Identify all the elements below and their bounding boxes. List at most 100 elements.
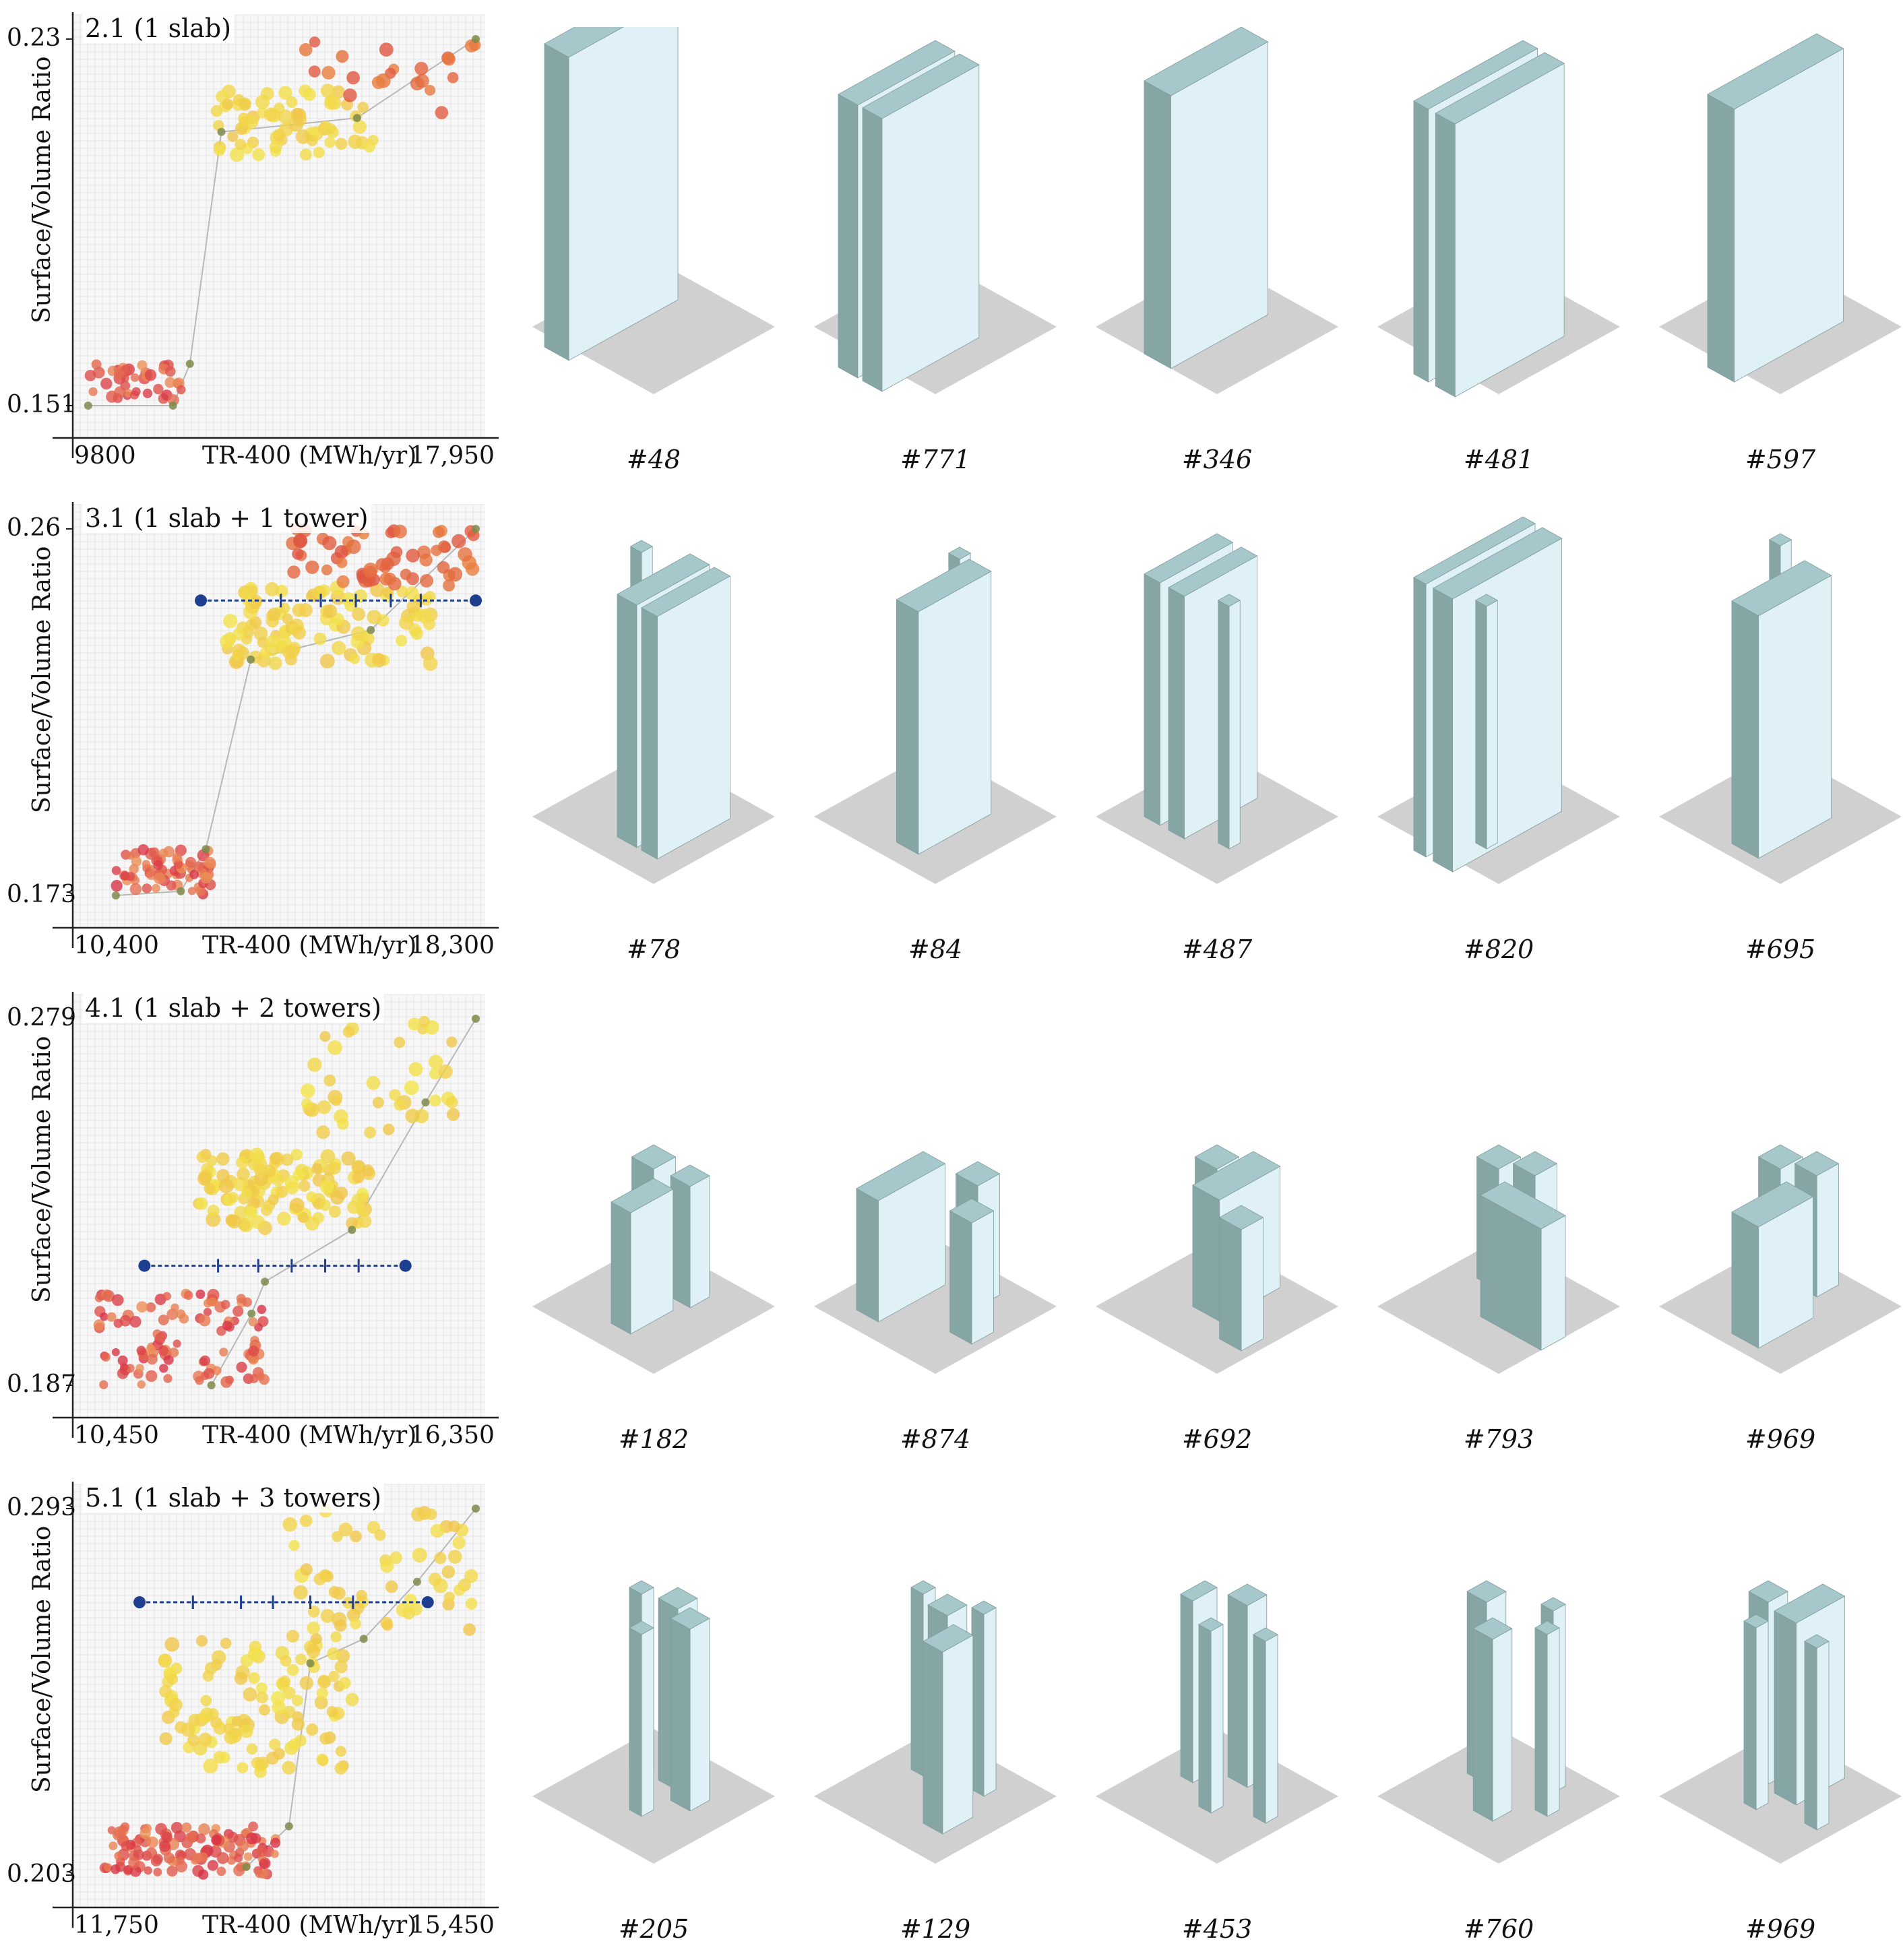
data-point [423, 617, 436, 631]
data-point [406, 548, 420, 563]
data-point [100, 1313, 108, 1321]
data-point [350, 1601, 365, 1615]
data-point [310, 1633, 322, 1645]
data-point [114, 386, 126, 398]
building-face-right [881, 64, 980, 392]
data-point [307, 1057, 322, 1072]
data-point [287, 565, 301, 579]
data-point [327, 1040, 342, 1055]
scatter-chart: 2.1 (1 slab) Surface/Volume Ratio 0.23 0.15… [0, 0, 526, 490]
pareto-point [472, 1505, 480, 1513]
data-point [346, 71, 360, 85]
data-point [289, 1197, 305, 1213]
data-point [208, 1297, 218, 1306]
data-point [327, 1647, 340, 1661]
building-face-right [1241, 1217, 1264, 1352]
data-point [223, 614, 238, 629]
data-point [319, 1732, 332, 1745]
data-point [319, 1199, 331, 1211]
data-point [100, 377, 113, 390]
data-point [257, 637, 269, 648]
data-point [198, 1314, 211, 1327]
data-point [358, 1214, 372, 1228]
data-point [152, 1854, 163, 1864]
data-point [176, 1856, 185, 1865]
data-point [108, 1841, 118, 1851]
data-point [269, 1152, 282, 1165]
data-point [284, 1741, 299, 1755]
building-face-right [1171, 41, 1269, 369]
figure-row: 4.1 (1 slab + 2 towers) Surface/Volume Ra… [0, 980, 1903, 1469]
data-point [330, 1095, 342, 1106]
x-axis-label: TR-400 (MWh/yr) [202, 1911, 417, 1939]
data-point [389, 1089, 401, 1101]
building-roof [856, 1151, 946, 1201]
data-point [357, 102, 369, 113]
data-point [106, 1312, 117, 1322]
building-face-left [641, 607, 658, 860]
data-point [447, 567, 463, 582]
data-point [345, 1693, 359, 1707]
data-point [232, 1306, 244, 1317]
data-point [204, 1662, 218, 1675]
y-tick-label: 0.173 [7, 881, 77, 908]
pareto-point [472, 1015, 480, 1023]
point-cluster [99, 1821, 281, 1880]
data-point [137, 844, 149, 856]
data-point [350, 626, 366, 641]
data-point [158, 1315, 169, 1325]
data-point [249, 616, 262, 629]
data-point [299, 43, 313, 57]
data-point [443, 579, 456, 592]
data-point [168, 1348, 179, 1358]
data-point [185, 856, 196, 868]
data-point [334, 545, 349, 559]
data-point [281, 1153, 294, 1166]
building-face-right [1547, 1627, 1560, 1817]
data-point [163, 1354, 174, 1365]
data-point [458, 547, 472, 562]
building-roof [1474, 594, 1499, 607]
data-point [350, 1618, 361, 1630]
data-point [227, 1214, 241, 1229]
building-model: #771 [801, 0, 1070, 490]
pareto-point [472, 525, 480, 533]
data-point [370, 583, 385, 598]
data-point [293, 1585, 308, 1600]
building-face-left [1731, 1211, 1759, 1349]
data-point [393, 524, 407, 538]
data-point [268, 656, 282, 670]
data-point [330, 1631, 342, 1643]
range-bar [195, 594, 482, 608]
data-point [229, 147, 245, 162]
building-face-left [629, 1627, 642, 1817]
data-point [198, 1732, 212, 1746]
data-point [166, 1674, 179, 1685]
data-point [389, 1551, 402, 1564]
data-point [216, 1852, 229, 1864]
data-point [204, 856, 216, 868]
model-svg [1659, 1580, 1902, 1864]
data-point [236, 1156, 249, 1169]
data-point [181, 1722, 195, 1737]
data-point [236, 1294, 246, 1304]
data-point [320, 1149, 336, 1164]
building-face-right [1816, 1163, 1839, 1298]
data-point [270, 1850, 279, 1858]
data-point [155, 1332, 166, 1343]
building-face-left [1253, 1634, 1266, 1824]
building-model: #969 [1646, 980, 1903, 1469]
data-point [187, 887, 196, 895]
data-point [269, 140, 282, 154]
figure-row: 3.1 (1 slab + 1 tower) Surface/Volume Rat… [0, 490, 1903, 980]
model-id-label: #969 [1745, 1914, 1816, 1944]
data-point [379, 42, 394, 57]
building-face-left [1227, 1594, 1248, 1788]
data-point [447, 1108, 460, 1121]
model-svg [1096, 1580, 1338, 1864]
model-id-label: #487 [1181, 935, 1253, 964]
point-cluster [286, 522, 480, 592]
building-face-left [1218, 600, 1230, 850]
data-point [316, 1125, 330, 1139]
building-face-left [1219, 1217, 1242, 1352]
